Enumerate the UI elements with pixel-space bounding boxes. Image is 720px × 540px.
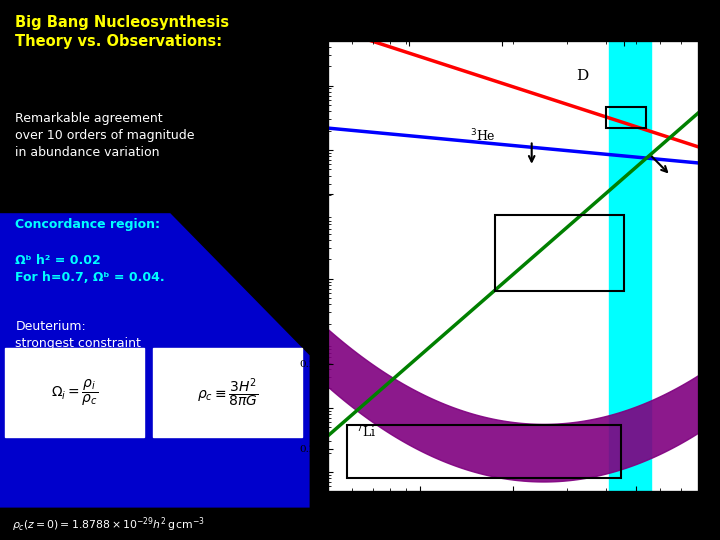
- Text: Remarkable agreement
over 10 orders of magnitude
in abundance variation: Remarkable agreement over 10 orders of m…: [16, 112, 195, 159]
- Y-axis label: $^4$He Mass fraction: $^4$He Mass fraction: [280, 217, 294, 315]
- Text: $\Omega_i = \dfrac{\rho_i}{\rho_c}$: $\Omega_i = \dfrac{\rho_i}{\rho_c}$: [50, 377, 98, 408]
- FancyBboxPatch shape: [153, 348, 302, 436]
- Bar: [606, 106, 646, 128]
- Polygon shape: [0, 213, 310, 508]
- Text: $^3$He: $^3$He: [470, 128, 495, 145]
- X-axis label: Baryon density (10$^{-31}$ g cm$^{-3}$): Baryon density (10$^{-31}$ g cm$^{-3}$): [427, 512, 599, 530]
- Bar: [348, 426, 621, 478]
- Bar: [609, 40, 651, 491]
- Text: Deuterium:
strongest constraint: Deuterium: strongest constraint: [16, 320, 141, 350]
- X-axis label: Fraction of critical density: Fraction of critical density: [438, 12, 588, 22]
- Text: $\rho_c(z=0) = 1.8788\times 10^{-29}h^2\,\mathrm{g\,cm^{-3}}$: $\rho_c(z=0) = 1.8788\times 10^{-29}h^2\…: [12, 515, 205, 534]
- Bar: [495, 215, 624, 292]
- Y-axis label: Number relative to H: Number relative to H: [709, 210, 718, 322]
- FancyBboxPatch shape: [4, 348, 144, 436]
- Text: Concordance region:: Concordance region:: [16, 218, 161, 231]
- Text: $\rho_c \equiv \dfrac{3H^2}{8\pi G}$: $\rho_c \equiv \dfrac{3H^2}{8\pi G}$: [197, 376, 258, 409]
- Text: D: D: [576, 70, 588, 83]
- Text: Ωᵇ h² = 0.02
For h=0.7, Ωᵇ = 0.04.: Ωᵇ h² = 0.02 For h=0.7, Ωᵇ = 0.04.: [16, 254, 165, 284]
- Text: $^7$Li: $^7$Li: [356, 423, 377, 440]
- Text: Big Bang Nucleosynthesis
Theory vs. Observations:: Big Bang Nucleosynthesis Theory vs. Obse…: [16, 15, 230, 49]
